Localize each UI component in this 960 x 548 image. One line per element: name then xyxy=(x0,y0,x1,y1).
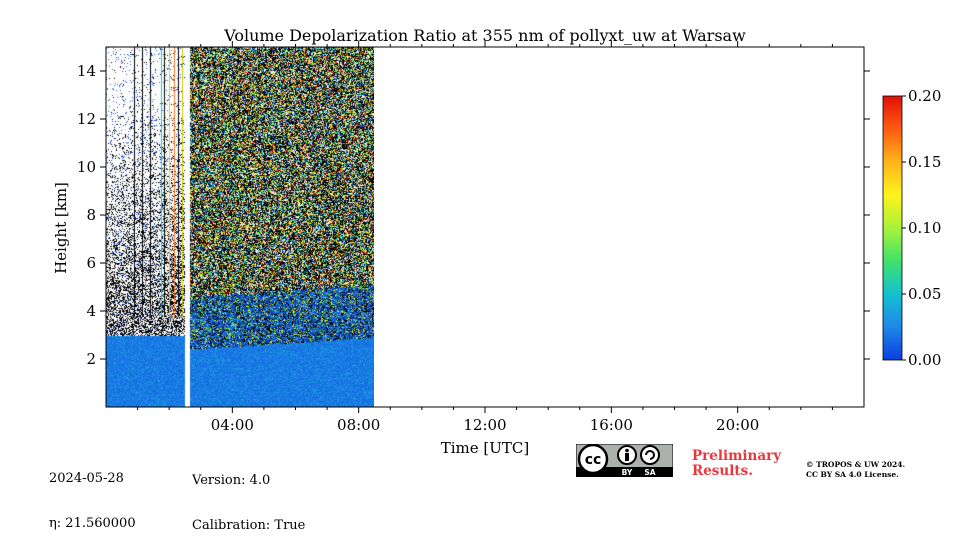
colorbar-tick-label: 0.00 xyxy=(908,351,941,369)
figure: Volume Depolarization Ratio at 355 nm of… xyxy=(52,26,941,457)
preliminary-text: Preliminary xyxy=(692,448,782,464)
copyright-notice: © TROPOS & UW 2024. CC BY SA 4.0 License… xyxy=(806,460,905,480)
y-axis: 2 4 6 8 10 12 14 xyxy=(77,62,870,368)
x-axis: 04:00 08:00 12:00 16:00 20:00 xyxy=(137,41,833,434)
colorbar-tick-label: 0.20 xyxy=(908,87,941,105)
colorbar-tick-label: 0.05 xyxy=(908,285,941,303)
x-tick-label: 04:00 xyxy=(211,416,254,434)
version-label: Version: 4.0 xyxy=(192,473,271,488)
eta-value: η: 21.560000 xyxy=(49,516,136,531)
measurement-date: 2024-05-28 xyxy=(49,471,124,486)
x-tick-label: 20:00 xyxy=(716,416,759,434)
y-tick-label: 14 xyxy=(77,62,96,80)
y-axis-label: Height [km] xyxy=(52,182,70,274)
colorbar-tick-label: 0.15 xyxy=(908,153,941,171)
heatmap xyxy=(106,47,374,407)
colorbar-axis: 0.00 0.05 0.10 0.15 0.20 xyxy=(902,87,941,369)
colorbar xyxy=(882,95,903,361)
by-text: BY xyxy=(622,468,633,477)
cc-by-sa-logo: cc BY SA xyxy=(576,444,673,477)
sa-text: SA xyxy=(644,468,655,477)
cc-text: cc xyxy=(585,452,602,468)
y-tick-label: 10 xyxy=(77,158,96,176)
meta-left: 2024-05-28 η: 21.560000 xyxy=(49,441,136,546)
x-tick-label: 16:00 xyxy=(590,416,633,434)
preliminary-results-label: Preliminary Results. xyxy=(692,449,781,479)
y-tick-label: 8 xyxy=(86,206,96,224)
y-tick-label: 6 xyxy=(86,254,96,272)
meta-version: Version: 4.0 Calibration: True xyxy=(192,443,305,548)
calibration-label: Calibration: True xyxy=(192,518,306,533)
x-axis-label: Time [UTC] xyxy=(441,439,530,457)
y-tick-label: 12 xyxy=(77,110,96,128)
x-tick-label: 12:00 xyxy=(463,416,506,434)
depolarization-heatmap-image xyxy=(106,47,374,407)
y-tick-label: 2 xyxy=(86,350,96,368)
colorbar-tick-label: 0.10 xyxy=(908,219,941,237)
x-tick-label: 08:00 xyxy=(337,416,380,434)
copyright-line-1: © TROPOS & UW 2024. xyxy=(806,460,906,469)
copyright-line-2: CC BY SA 4.0 License. xyxy=(806,470,899,479)
results-text: Results. xyxy=(692,463,753,479)
y-tick-label: 4 xyxy=(86,302,96,320)
chart-title: Volume Depolarization Ratio at 355 nm of… xyxy=(223,26,746,45)
